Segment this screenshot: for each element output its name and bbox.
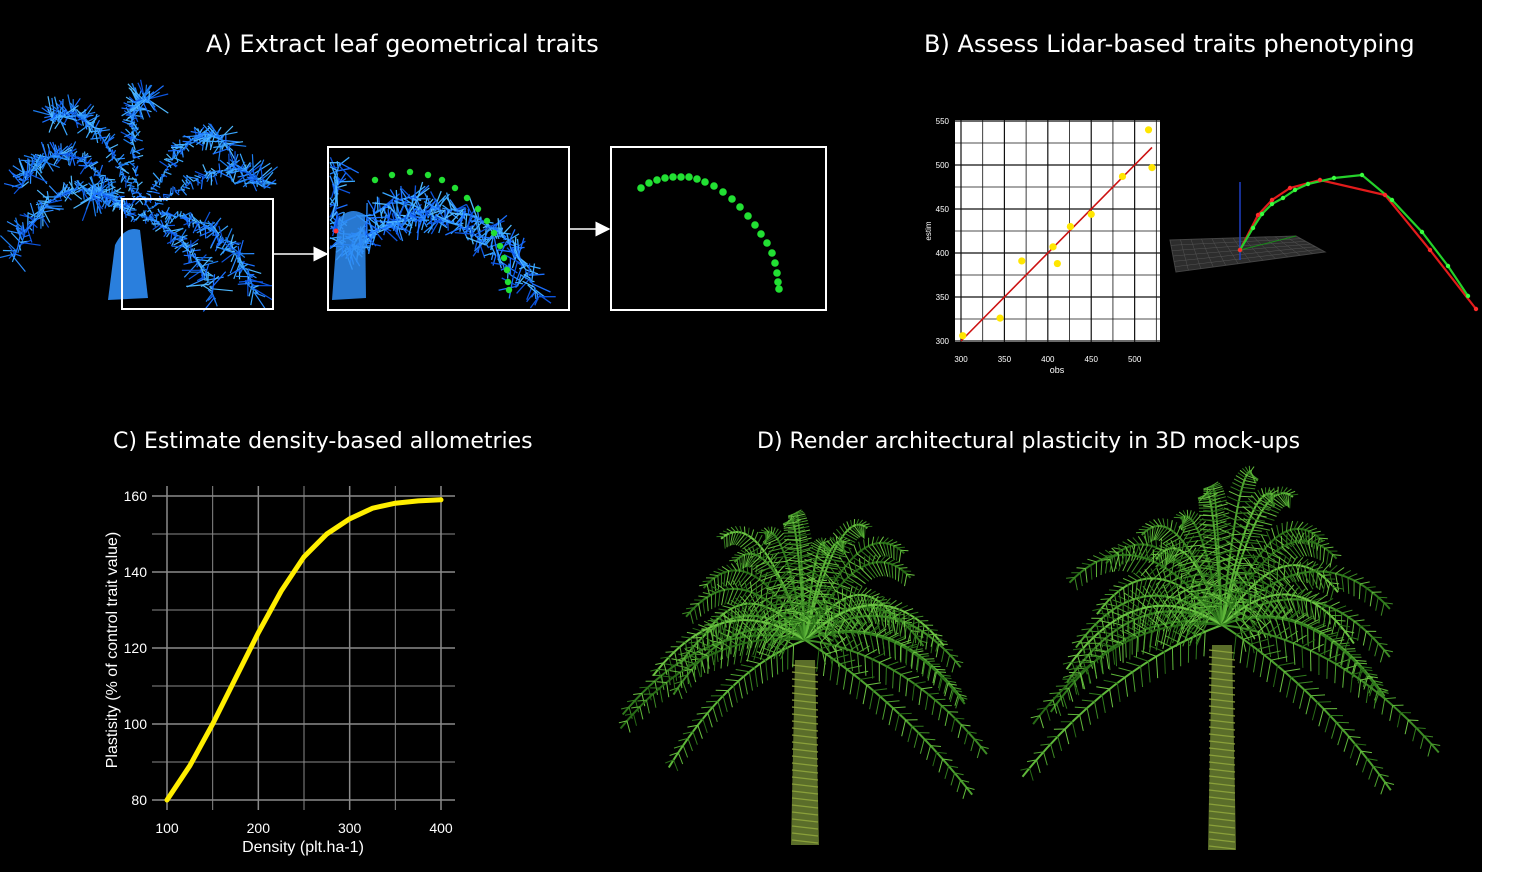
panel-b-scatter-chart: 300 350 400 450 500 300 350 400 450 500 550 obs es… (924, 117, 1160, 375)
allometry-x-tick-label: 100 (155, 820, 179, 836)
lidar-point-cloud-image (0, 79, 278, 312)
scatter-y-tick-label: 550 (936, 117, 950, 126)
allometry-y-tick-label: 160 (124, 488, 148, 504)
scatter-tick-labels: 300 350 400 450 500 300 350 400 450 500 550 (936, 117, 1142, 364)
panel-a-title: A) Extract leaf geometrical traits (206, 30, 599, 58)
figure-graphics: 300 350 400 450 500 300 350 400 450 500 550 obs es… (0, 79, 1479, 856)
allometry-y-tick-label: 80 (131, 792, 147, 808)
panel-a (0, 79, 827, 312)
scatter-point (1018, 257, 1026, 265)
scatter-x-axis-label: obs (1050, 365, 1065, 375)
scatter-point (1118, 172, 1127, 181)
scatter-x-tick-label: 400 (1041, 355, 1055, 364)
y-axis-line (1239, 235, 1297, 251)
palm-mockup-low-density (618, 509, 989, 845)
allometry-x-axis-label: Density (plt.ha-1) (242, 839, 364, 856)
scatter-point (1066, 223, 1074, 231)
extracted-leaf-panel (610, 146, 827, 311)
scatter-y-tick-label: 500 (936, 161, 950, 170)
panel-d-title: D) Render architectural plasticity in 3D… (757, 429, 1301, 454)
panel-d-mockups (618, 465, 1441, 850)
allometry-curve (164, 497, 444, 803)
scatter-point (996, 314, 1004, 322)
scatter-fit-line (960, 146, 1153, 342)
scatter-point (1144, 126, 1153, 134)
fit-line (960, 146, 1153, 342)
scatter-y-tick-label: 300 (936, 337, 950, 346)
scatter-point (1053, 259, 1061, 268)
allometry-y-axis-label: Plastisity (% of control trait value) (104, 532, 121, 769)
palm-mockup-high-density (1020, 465, 1441, 850)
panel-b-3d-leaf-fit (1169, 172, 1479, 312)
scatter-y-tick-label: 450 (936, 205, 950, 214)
figure-canvas: A) Extract leaf geometrical traits B) As… (0, 0, 1482, 872)
scatter-points (959, 126, 1156, 340)
scatter-y-tick-label: 400 (936, 249, 950, 258)
scatter-x-tick-label: 300 (954, 355, 968, 364)
allometry-grid (152, 486, 455, 810)
zoom-selection-box (121, 198, 274, 310)
scatter-point (959, 332, 967, 340)
allometry-x-tick-label: 300 (338, 820, 362, 836)
panel-b-title: B) Assess Lidar-based traits phenotyping (924, 30, 1415, 58)
scatter-y-tick-label: 350 (936, 293, 950, 302)
panel-c-line-chart: 100 200 300 400 80 100 120 140 160 Density (plt.… (104, 486, 455, 856)
scatter-point (1087, 210, 1095, 218)
scatter-grid (955, 120, 1160, 342)
panel-c-title: C) Estimate density-based allometries (113, 429, 533, 454)
observed-leaf-curve (1239, 173, 1469, 297)
scatter-x-tick-label: 500 (1128, 355, 1142, 364)
allometry-x-tick-label: 400 (429, 820, 453, 836)
estimated-leaf-curve (1239, 178, 1477, 310)
extracted-leaf-points (637, 173, 783, 293)
allometry-y-tick-label: 120 (124, 640, 148, 656)
scatter-x-tick-label: 450 (1085, 355, 1099, 364)
zoomed-point-cloud-image (329, 156, 556, 309)
scatter-x-tick-label: 350 (998, 355, 1012, 364)
allometry-y-tick-label: 140 (124, 564, 148, 580)
allometry-tick-labels: 100 200 300 400 80 100 120 140 160 (124, 488, 453, 836)
allometry-y-tick-label: 100 (124, 716, 148, 732)
allometry-x-tick-label: 200 (247, 820, 271, 836)
scatter-point (1148, 164, 1156, 172)
scatter-y-axis-label: estim (924, 221, 933, 240)
zoomed-leaf-panel (327, 146, 570, 311)
leaf-curve-nodes (1237, 172, 1479, 312)
ground-plane-grid (1170, 236, 1321, 271)
scatter-point (1049, 243, 1057, 251)
